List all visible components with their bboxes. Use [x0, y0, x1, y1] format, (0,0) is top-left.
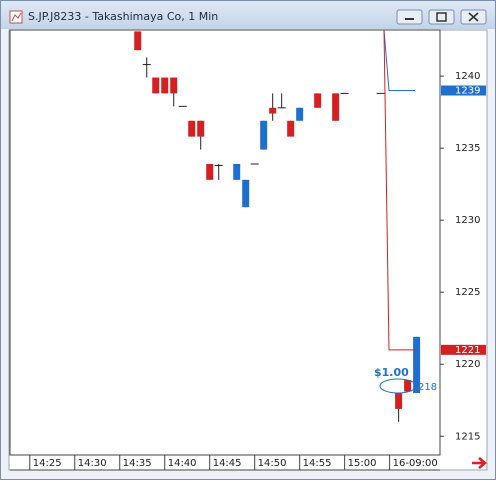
x-tick-label: 14:55	[303, 458, 332, 469]
maximize-glyph	[436, 12, 447, 22]
minimize-button[interactable]	[396, 9, 423, 25]
candle-body	[170, 77, 178, 94]
y-tick-label: 1230	[455, 215, 480, 226]
y-tick-label: 1235	[455, 143, 480, 154]
x-tick-label: 14:50	[258, 458, 287, 469]
candle-body	[404, 380, 412, 392]
window-title: S.JP.J8233 - Takashimaya Co, 1 Min	[28, 10, 218, 23]
x-tick-label: 14:30	[78, 458, 107, 469]
candle-body	[242, 179, 250, 208]
candle-body	[206, 163, 214, 180]
candle-body	[134, 31, 142, 51]
candle-body	[332, 93, 340, 121]
x-tick-label: 14:35	[123, 458, 152, 469]
price-label: 1239	[455, 86, 480, 97]
candle-body	[233, 163, 241, 180]
candle-body	[161, 77, 169, 94]
y-tick-label: 1240	[455, 71, 480, 82]
candle-body	[413, 336, 421, 394]
y-tick-label: 1215	[455, 431, 480, 442]
x-tick-label: 14:25	[33, 458, 62, 469]
close-glyph	[468, 12, 479, 22]
candle-body	[197, 120, 205, 137]
candle-body	[395, 393, 403, 409]
price-line	[383, 29, 415, 351]
app-icon-glyph	[11, 12, 22, 22]
candle-body	[188, 120, 196, 137]
candle-body	[152, 77, 160, 94]
order-annotation: $1.00	[374, 366, 409, 379]
candle-body	[296, 107, 304, 121]
app-icon	[9, 10, 23, 24]
price-label: 1221	[455, 345, 480, 356]
x-tick-label: 14:45	[213, 458, 242, 469]
scroll-right-arrow[interactable]	[472, 457, 487, 469]
order-annotation: 218	[418, 382, 437, 393]
maximize-button[interactable]	[428, 9, 455, 25]
y-tick-label: 1220	[455, 359, 480, 370]
x-tick-label: 15:00	[348, 458, 377, 469]
y-tick-label: 1225	[455, 287, 480, 298]
candle-body	[314, 93, 322, 108]
x-tick-label: 14:40	[168, 458, 197, 469]
price-line	[383, 29, 415, 92]
price-label-box	[441, 85, 486, 96]
x-tick-label: 16-09:00	[393, 458, 438, 469]
candle-body	[269, 107, 277, 114]
plot-area	[9, 29, 441, 456]
order-marker	[379, 378, 417, 394]
candle-body	[287, 120, 295, 137]
price-label-box	[441, 344, 486, 355]
candle-body	[260, 120, 268, 150]
